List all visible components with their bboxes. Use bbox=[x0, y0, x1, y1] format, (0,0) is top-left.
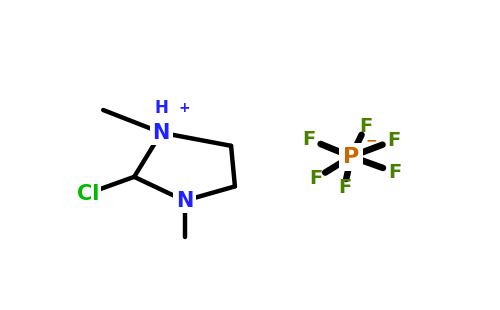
Text: −: − bbox=[366, 134, 378, 148]
Text: F: F bbox=[359, 117, 372, 136]
Text: H: H bbox=[154, 99, 168, 117]
Text: N: N bbox=[176, 191, 193, 211]
Text: F: F bbox=[388, 163, 402, 182]
Text: +: + bbox=[179, 101, 190, 115]
Text: F: F bbox=[338, 178, 351, 197]
Text: P: P bbox=[343, 147, 359, 166]
Text: F: F bbox=[309, 169, 322, 188]
Text: Cl: Cl bbox=[76, 184, 99, 204]
Text: F: F bbox=[388, 131, 400, 150]
Text: N: N bbox=[152, 123, 170, 143]
Text: F: F bbox=[302, 130, 316, 149]
